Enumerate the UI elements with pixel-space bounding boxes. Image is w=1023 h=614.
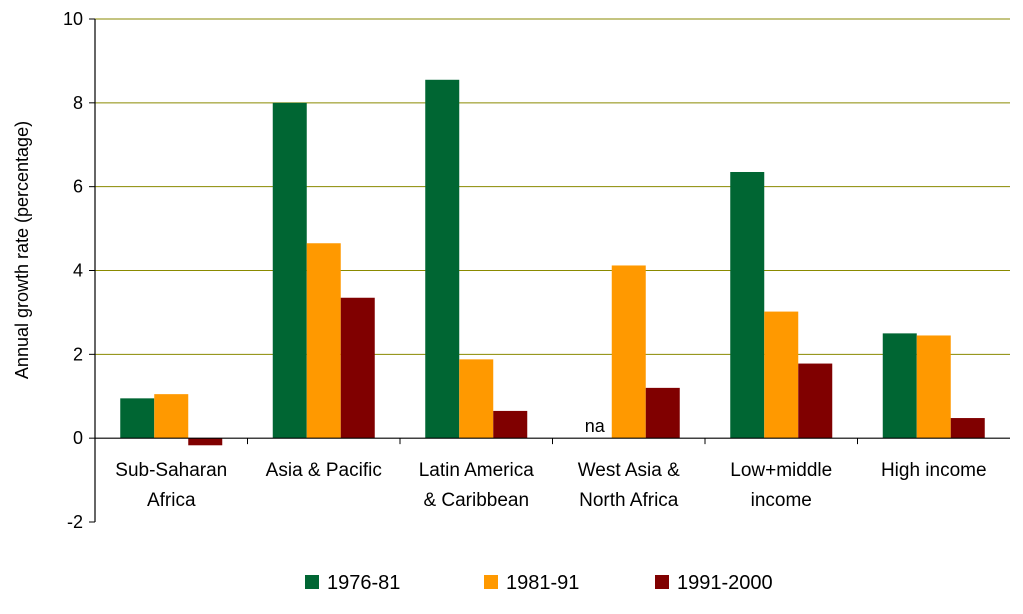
- annotation-label: na: [585, 416, 606, 436]
- y-tick-label: 8: [73, 93, 83, 113]
- x-category-label: High income: [881, 460, 987, 481]
- bar-1981-91: [916, 335, 951, 439]
- bars: [120, 79, 985, 446]
- bar-1976-81: [272, 102, 307, 439]
- bar-1976-81: [730, 171, 765, 439]
- bar-1991-2000: [950, 418, 985, 439]
- x-category-label: Low+middle income: [730, 460, 832, 511]
- axes: [89, 18, 1010, 523]
- x-category-label: Sub-Saharan Africa: [115, 460, 227, 511]
- bar-1991-2000: [188, 438, 223, 446]
- bar-1981-91: [611, 265, 646, 439]
- bar-1976-81: [882, 333, 917, 439]
- bar-1981-91: [459, 359, 494, 439]
- bar-1991-2000: [798, 363, 833, 439]
- bar-1991-2000: [493, 410, 528, 439]
- y-tick-label: 10: [63, 9, 83, 29]
- legend-item: 1981-91: [484, 572, 579, 594]
- legend-label: 1976-81: [327, 572, 400, 594]
- y-tick-label: 2: [73, 344, 83, 364]
- y-tick-label: 6: [73, 177, 83, 197]
- bar-1991-2000: [340, 297, 375, 439]
- bar-1991-2000: [645, 387, 680, 439]
- x-category-label: West Asia & North Africa: [578, 460, 680, 511]
- gridlines: [95, 18, 1010, 355]
- legend-item: 1991-2000: [655, 572, 773, 594]
- bar-1981-91: [306, 243, 341, 439]
- x-category-label: Latin America & Caribbean: [419, 460, 535, 511]
- legend-swatch: [655, 575, 669, 589]
- y-tick-label: 4: [73, 261, 83, 281]
- legend-item: 1976-81: [305, 572, 400, 594]
- bar-1976-81: [425, 79, 460, 439]
- x-category-label: Asia & Pacific: [266, 460, 382, 481]
- labels: -2 0 2 4 6 8 10 Sub-Saharan Africa Asia & Pacific…: [63, 9, 987, 532]
- y-tick-label: -2: [67, 512, 83, 532]
- y-axis-title: Annual growth rate (percentage): [12, 121, 32, 379]
- legend-swatch: [305, 575, 319, 589]
- bar-1981-91: [154, 394, 189, 439]
- legend-label: 1991-2000: [677, 572, 773, 594]
- legend: 1976-81 1981-91 1991-2000: [305, 572, 773, 594]
- legend-label: 1981-91: [506, 572, 579, 594]
- legend-swatch: [484, 575, 498, 589]
- bar-1976-81: [120, 398, 155, 439]
- bar-1981-91: [764, 311, 799, 439]
- y-tick-label: 0: [73, 428, 83, 448]
